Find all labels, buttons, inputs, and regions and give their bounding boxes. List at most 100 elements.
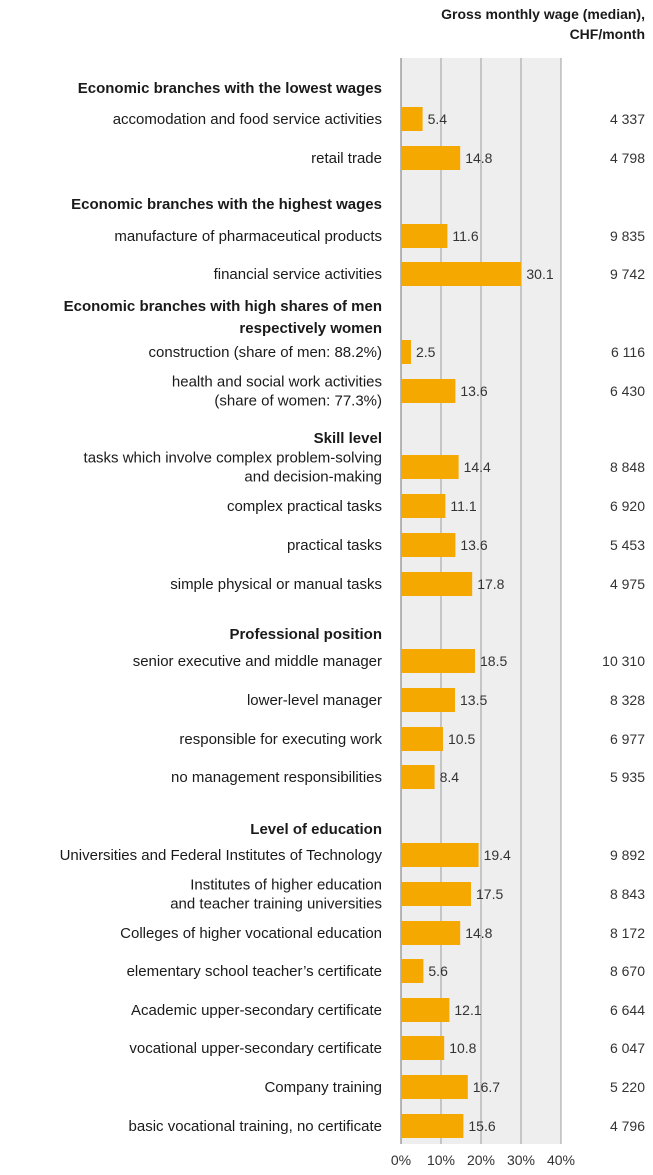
category-label: Institutes of higher education (190, 877, 382, 894)
bar (401, 959, 424, 983)
chart-row: financial service activities 30.1 9 742 (214, 262, 645, 286)
wage-value: 6 047 (610, 1040, 645, 1056)
plot-area (400, 58, 562, 1144)
category-label: retail trade (311, 150, 382, 167)
wage-value: 6 430 (610, 383, 645, 399)
data-label: 5.6 (428, 963, 448, 979)
category-label: senior executive and middle manager (133, 653, 382, 670)
category-label: Academic upper-secondary certificate (131, 1002, 382, 1019)
chart-row: accomodation and food service activities… (113, 107, 645, 131)
wage-value: 5 220 (610, 1079, 645, 1095)
bar (401, 727, 443, 751)
group-heading: Professional position (229, 626, 382, 643)
chart-row: practical tasks 13.6 5 453 (287, 533, 645, 557)
data-label: 15.6 (468, 1118, 495, 1134)
x-tick-label: 10% (427, 1152, 455, 1168)
category-label: health and social work activities (172, 374, 382, 391)
wage-value: 4 337 (610, 111, 645, 127)
category-label: accomodation and food service activities (113, 111, 382, 128)
category-label: complex practical tasks (227, 498, 382, 515)
chart-row: simple physical or manual tasks 17.8 4 975 (170, 572, 645, 596)
data-label: 14.8 (465, 925, 492, 941)
bar (401, 379, 456, 403)
category-label: Colleges of higher vocational education (120, 925, 382, 942)
data-label: 18.5 (480, 653, 507, 669)
chart-row: Institutes of higher education and teache… (170, 877, 645, 913)
chart-row: Company training 16.7 5 220 (264, 1075, 645, 1099)
category-label: and decision-making (244, 469, 382, 486)
wage-value: 4 975 (610, 576, 645, 592)
x-tick-label: 40% (547, 1152, 575, 1168)
chart-row: health and social work activities (share … (172, 374, 645, 410)
wage-column-header: Gross monthly wage (median), CHF/month (441, 6, 645, 42)
data-label: 5.4 (428, 111, 448, 127)
group-heading: Skill level (314, 430, 382, 447)
bar (401, 765, 435, 789)
chart-row: basic vocational training, no certificat… (129, 1114, 645, 1138)
data-label: 10.5 (448, 731, 475, 747)
category-label: simple physical or manual tasks (170, 576, 382, 593)
category-label: practical tasks (287, 537, 382, 554)
wage-value: 6 644 (610, 1002, 645, 1018)
bar (401, 340, 411, 364)
data-label: 11.6 (452, 228, 478, 244)
group-heading: respectively women (239, 320, 382, 337)
category-label: (share of women: 77.3%) (214, 393, 382, 410)
data-label: 14.8 (465, 150, 492, 166)
wage-value: 8 172 (610, 925, 645, 941)
wage-value: 8 848 (610, 459, 645, 475)
chart-row: vocational upper-secondary certificate 10… (129, 1036, 645, 1060)
bar (401, 921, 461, 945)
category-label: basic vocational training, no certificat… (129, 1118, 382, 1135)
x-tick-label: 0% (391, 1152, 411, 1168)
chart-row: no management responsibilities 8.4 5 935 (171, 765, 645, 789)
group-heading: Economic branches with the highest wages (71, 196, 382, 213)
wage-value: 5 935 (610, 769, 645, 785)
data-label: 17.5 (476, 886, 503, 902)
chart-row: tasks which involve complex problem-solv… (84, 450, 646, 486)
chart-row: senior executive and middle manager 18.5 1… (133, 649, 645, 673)
wage-value: 4 796 (610, 1118, 645, 1134)
wage-value: 8 670 (610, 963, 645, 979)
data-label: 30.1 (526, 266, 553, 282)
wage-value: 4 798 (610, 150, 645, 166)
wage-value: 6 116 (611, 344, 645, 360)
bar (401, 494, 446, 518)
wage-value: 9 742 (610, 266, 645, 282)
wage-value: 8 843 (610, 886, 645, 902)
category-label: vocational upper-secondary certificate (129, 1040, 382, 1057)
category-label: manufacture of pharmaceutical products (114, 228, 382, 245)
data-label: 12.1 (454, 1002, 481, 1018)
wage-value: 6 977 (610, 731, 645, 747)
bar (401, 1075, 468, 1099)
bar (401, 843, 479, 867)
category-label: financial service activities (214, 266, 382, 283)
data-label: 14.4 (464, 459, 491, 475)
chart-row: responsible for executing work 10.5 6 977 (179, 727, 645, 751)
data-label: 19.4 (484, 847, 511, 863)
x-tick-label: 20% (467, 1152, 495, 1168)
category-label: Company training (264, 1079, 382, 1096)
category-label: tasks which involve complex problem-solv… (84, 450, 382, 467)
wage-header-line: Gross monthly wage (median), (441, 6, 645, 22)
bar (401, 649, 475, 673)
wage-header-line: CHF/month (570, 26, 645, 42)
x-axis: 0% 10% 20% 30% 40% (391, 1152, 575, 1168)
data-label: 2.5 (416, 344, 436, 360)
bar (401, 998, 450, 1022)
category-label: elementary school teacher’s certificate (127, 963, 382, 980)
bar (401, 262, 522, 286)
group-heading: Level of education (250, 821, 382, 838)
chart-rows: Economic branches with the lowest wages a… (60, 80, 646, 1138)
category-label: construction (share of men: 88.2%) (149, 344, 382, 361)
group-heading: Economic branches with the lowest wages (78, 80, 382, 97)
chart-row: Universities and Federal Institutes of T… (60, 843, 645, 867)
category-label: lower-level manager (247, 692, 382, 709)
bar (401, 572, 473, 596)
chart-row: complex practical tasks 11.1 6 920 (227, 494, 645, 518)
category-label: no management responsibilities (171, 769, 382, 786)
x-tick-label: 30% (507, 1152, 535, 1168)
wage-value: 9 835 (610, 228, 645, 244)
wage-value: 8 328 (610, 692, 645, 708)
